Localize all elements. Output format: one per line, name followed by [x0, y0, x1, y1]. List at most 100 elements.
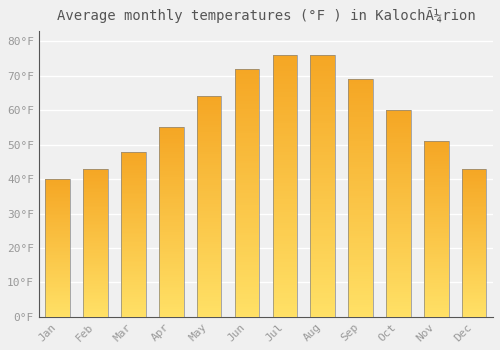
- Bar: [386, 197, 410, 199]
- Bar: [348, 234, 373, 236]
- Bar: [462, 240, 486, 241]
- Bar: [121, 275, 146, 277]
- Bar: [348, 236, 373, 238]
- Bar: [424, 273, 448, 275]
- Bar: [197, 264, 222, 266]
- Bar: [121, 282, 146, 284]
- Bar: [159, 178, 184, 181]
- Bar: [234, 218, 260, 220]
- Bar: [272, 270, 297, 272]
- Bar: [46, 302, 70, 303]
- Bar: [234, 277, 260, 280]
- Bar: [424, 252, 448, 254]
- Bar: [310, 241, 335, 244]
- Bar: [348, 120, 373, 122]
- Bar: [234, 118, 260, 121]
- Bar: [272, 199, 297, 202]
- Bar: [84, 179, 108, 181]
- Bar: [386, 122, 410, 125]
- Bar: [272, 244, 297, 246]
- Bar: [121, 289, 146, 290]
- Bar: [197, 220, 222, 222]
- Bar: [272, 162, 297, 165]
- Bar: [234, 131, 260, 133]
- Bar: [386, 193, 410, 195]
- Bar: [462, 189, 486, 191]
- Bar: [462, 256, 486, 258]
- Bar: [462, 315, 486, 317]
- Bar: [121, 223, 146, 224]
- Bar: [46, 253, 70, 255]
- Bar: [159, 273, 184, 275]
- Bar: [121, 237, 146, 239]
- Bar: [310, 202, 335, 204]
- Bar: [272, 283, 297, 285]
- Bar: [310, 293, 335, 296]
- Bar: [234, 215, 260, 218]
- Bar: [310, 262, 335, 265]
- Bar: [197, 196, 222, 198]
- Bar: [121, 165, 146, 166]
- Bar: [348, 255, 373, 257]
- Bar: [348, 79, 373, 82]
- Bar: [386, 162, 410, 164]
- Bar: [197, 235, 222, 237]
- Bar: [46, 231, 70, 233]
- Bar: [462, 204, 486, 206]
- Bar: [386, 275, 410, 278]
- Bar: [197, 158, 222, 160]
- Bar: [272, 86, 297, 89]
- Bar: [348, 250, 373, 253]
- Bar: [348, 290, 373, 293]
- Bar: [197, 315, 222, 317]
- Bar: [424, 154, 448, 155]
- Bar: [424, 171, 448, 173]
- Bar: [310, 225, 335, 228]
- Bar: [310, 157, 335, 160]
- Bar: [462, 210, 486, 212]
- Bar: [310, 120, 335, 123]
- Bar: [462, 312, 486, 314]
- Bar: [234, 195, 260, 198]
- Bar: [197, 226, 222, 229]
- Bar: [272, 181, 297, 183]
- Bar: [197, 154, 222, 156]
- Bar: [197, 103, 222, 105]
- Bar: [84, 295, 108, 296]
- Bar: [424, 232, 448, 234]
- Bar: [84, 270, 108, 271]
- Bar: [424, 197, 448, 199]
- Bar: [348, 279, 373, 281]
- Bar: [46, 203, 70, 204]
- Bar: [159, 215, 184, 216]
- Bar: [84, 287, 108, 289]
- Bar: [386, 286, 410, 288]
- Bar: [386, 178, 410, 181]
- Bar: [234, 148, 260, 151]
- Bar: [159, 218, 184, 220]
- Bar: [310, 79, 335, 81]
- Bar: [462, 206, 486, 207]
- Bar: [159, 141, 184, 142]
- Bar: [121, 191, 146, 193]
- Bar: [84, 226, 108, 228]
- Bar: [234, 292, 260, 294]
- Bar: [424, 238, 448, 239]
- Bar: [159, 270, 184, 271]
- Bar: [424, 290, 448, 292]
- Bar: [386, 282, 410, 284]
- Bar: [46, 290, 70, 292]
- Bar: [272, 173, 297, 175]
- Bar: [84, 234, 108, 235]
- Bar: [84, 228, 108, 230]
- Bar: [310, 212, 335, 215]
- Bar: [197, 134, 222, 136]
- Bar: [424, 176, 448, 178]
- Bar: [234, 186, 260, 188]
- Bar: [159, 133, 184, 135]
- Bar: [159, 139, 184, 141]
- Bar: [462, 219, 486, 220]
- Bar: [234, 250, 260, 252]
- Bar: [310, 139, 335, 141]
- Bar: [424, 227, 448, 229]
